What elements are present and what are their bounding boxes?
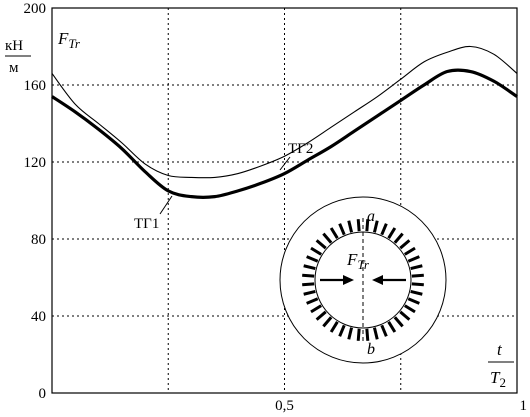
series-label-tg1: ТГ1	[134, 216, 159, 232]
inset-arrowhead-right	[372, 275, 383, 285]
stator-slot	[356, 328, 361, 341]
stator-slot	[387, 227, 397, 240]
stator-slot	[329, 227, 339, 240]
y-axis-subscript: Tr	[68, 36, 81, 51]
stator-slot	[338, 324, 346, 337]
y-tick-label-4: 160	[24, 78, 47, 94]
stator-slot	[303, 289, 316, 296]
stator-slot	[306, 255, 319, 263]
stator-slot	[310, 246, 323, 256]
y-unit-bottom: м	[9, 60, 19, 76]
y-tick-label-5: 200	[24, 1, 47, 17]
y-tick-label-3: 120	[24, 155, 47, 171]
inset-label-a: a	[367, 208, 375, 225]
stator-slot	[372, 220, 379, 233]
y-tick-label-1: 40	[31, 309, 46, 325]
stator-slot	[407, 297, 420, 305]
stator-slot	[411, 273, 424, 278]
stator-slot	[315, 310, 327, 321]
stator-slot	[403, 246, 416, 256]
stator-slot	[410, 264, 423, 271]
stator-slot	[322, 316, 333, 328]
x-axis-numerator: t	[497, 340, 503, 359]
stator-slot	[411, 282, 424, 287]
inset-force-symbol: F	[346, 250, 358, 269]
stator-slot	[302, 273, 315, 278]
series-line-1	[51, 68, 518, 199]
stator-slot	[410, 289, 423, 296]
x-tick-label-4: 1	[520, 398, 528, 414]
y-unit-top: кН	[5, 38, 23, 54]
stator-slot	[365, 219, 370, 232]
stator-slot	[322, 232, 333, 244]
series-line-2	[51, 45, 518, 179]
x-axis-denominator: T2	[490, 368, 506, 390]
stator-slot	[393, 316, 404, 328]
stator-slot	[315, 239, 327, 250]
y-axis-label: FTr	[57, 29, 81, 51]
leader-line-tg1	[159, 195, 173, 215]
stator-slot	[393, 232, 404, 244]
y-tick-label-2: 80	[31, 232, 46, 248]
stator-slot	[302, 282, 315, 287]
stator-slot	[403, 304, 416, 314]
stator-slot	[356, 219, 361, 232]
stator-slot	[399, 310, 411, 321]
series-lines	[51, 45, 518, 199]
stator-slot	[347, 220, 354, 233]
stator-slot	[387, 320, 397, 333]
x-axis-den-symbol: T	[490, 368, 501, 387]
plot-frame	[51, 7, 518, 394]
leader-line-tg2	[279, 156, 291, 171]
y-axis-symbol: F	[57, 29, 69, 48]
stator-slot	[303, 264, 316, 271]
stator-slot	[399, 239, 411, 250]
stator-slot	[407, 255, 420, 263]
inset-force-subscript: Tr	[357, 257, 370, 272]
plot-area	[52, 8, 517, 393]
inset-stator-slots	[302, 219, 424, 341]
series-label-tg2: ТГ2	[288, 141, 313, 157]
stator-slot	[310, 304, 323, 314]
inset-diagram: a b FTr	[279, 196, 447, 364]
inset-force-label: FTr	[346, 250, 370, 272]
x-tick-label-2: 0,5	[275, 398, 294, 414]
tick-labels: 0 40 80 120 160 200 0,5 1	[24, 1, 528, 414]
stator-slot	[372, 327, 379, 340]
stator-slot	[380, 324, 388, 337]
stator-slot	[306, 297, 319, 305]
x-axis-den-subscript: 2	[499, 375, 506, 390]
stator-slot	[365, 328, 370, 341]
stator-slot	[380, 223, 388, 236]
inset-label-b: b	[367, 341, 375, 358]
inset-arrowhead-left	[343, 275, 354, 285]
stator-slot	[329, 320, 339, 333]
stator-slot	[338, 223, 346, 236]
y-tick-label-0: 0	[39, 386, 47, 402]
stator-slot	[347, 327, 354, 340]
